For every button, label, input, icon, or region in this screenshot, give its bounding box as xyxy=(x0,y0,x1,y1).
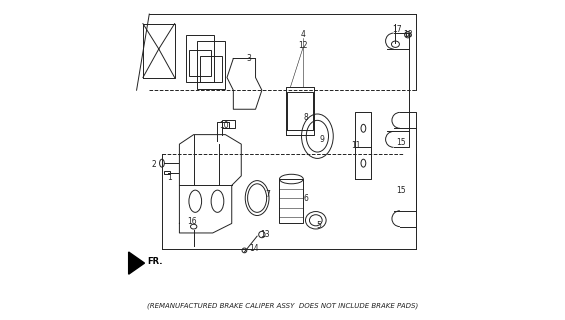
Text: 18: 18 xyxy=(403,30,412,39)
Bar xyxy=(200,56,222,82)
Text: 6: 6 xyxy=(304,194,308,203)
Text: 1: 1 xyxy=(167,173,172,182)
Bar xyxy=(186,35,214,82)
Text: 16: 16 xyxy=(187,217,197,226)
Text: (REMANUFACTURED BRAKE CALIPER ASSY  DOES NOT INCLUDE BRAKE PADS): (REMANUFACTURED BRAKE CALIPER ASSY DOES … xyxy=(147,303,418,309)
Text: 7: 7 xyxy=(266,190,271,199)
Text: 13: 13 xyxy=(260,230,270,239)
Text: 15: 15 xyxy=(397,186,406,195)
Text: 11: 11 xyxy=(351,141,360,150)
Bar xyxy=(279,179,303,223)
Text: 14: 14 xyxy=(249,244,259,253)
Bar xyxy=(222,120,235,128)
Text: 10: 10 xyxy=(219,121,229,130)
Bar xyxy=(189,50,211,76)
Text: 9: 9 xyxy=(320,135,324,144)
Text: 15: 15 xyxy=(397,138,406,147)
Text: 17: 17 xyxy=(393,25,402,35)
Text: 8: 8 xyxy=(304,113,308,122)
Text: FR.: FR. xyxy=(147,257,163,266)
Text: 12: 12 xyxy=(298,41,308,50)
Bar xyxy=(163,171,170,174)
Text: 4: 4 xyxy=(301,30,306,39)
Text: 2: 2 xyxy=(151,160,157,169)
Text: 3: 3 xyxy=(247,54,251,63)
Bar xyxy=(197,41,225,89)
Text: 5: 5 xyxy=(316,220,321,229)
Polygon shape xyxy=(129,252,145,274)
